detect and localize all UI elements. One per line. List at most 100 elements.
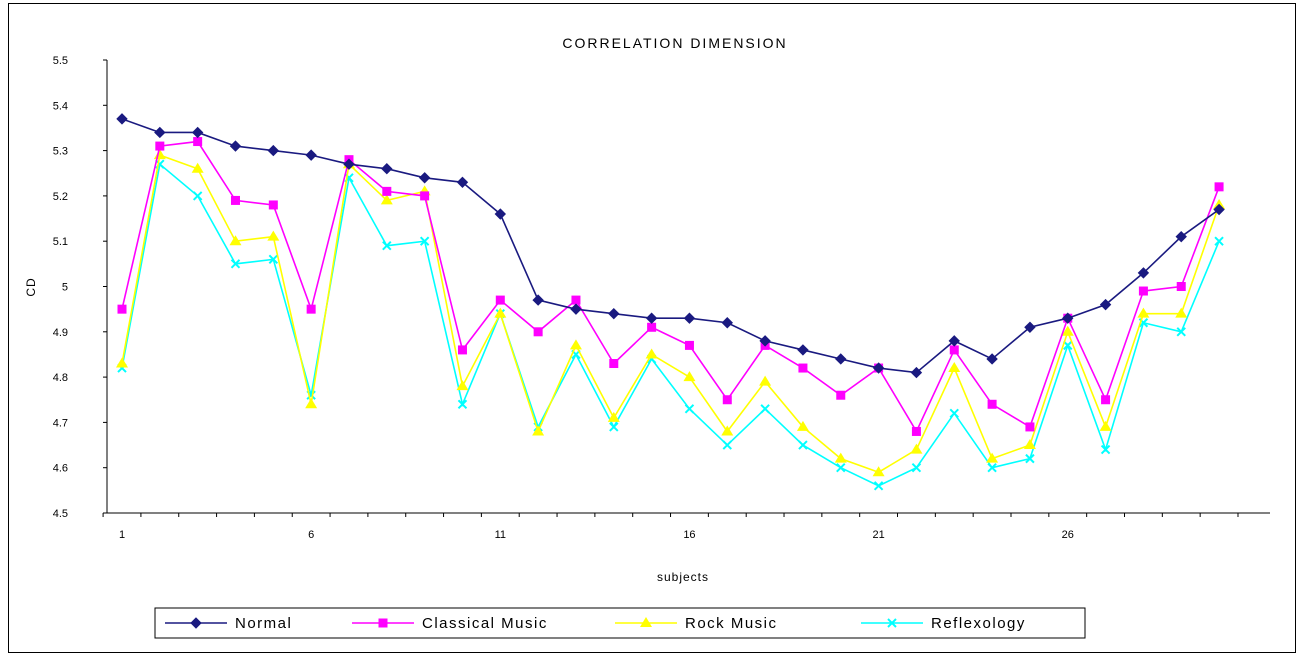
- data-point: [760, 404, 770, 414]
- data-point: [116, 113, 128, 125]
- data-point: [683, 371, 696, 382]
- data-point: [836, 462, 846, 473]
- data-point: [722, 395, 732, 405]
- data-point: [684, 404, 695, 414]
- data-point: [154, 126, 166, 139]
- data-point: [494, 307, 507, 318]
- data-point: [910, 366, 923, 379]
- y-tick-label: 4.6: [53, 463, 68, 475]
- data-point: [456, 380, 469, 391]
- data-point: [419, 236, 430, 246]
- legend-item: Reflexology: [861, 615, 1026, 632]
- legend-swatch-marker: [640, 617, 652, 627]
- data-point: [380, 194, 393, 205]
- data-point: [1214, 236, 1224, 246]
- data-point: [494, 208, 507, 220]
- axes: 4.54.64.74.84.955.15.25.35.45.51 6 11 16 21 2…: [53, 55, 1270, 541]
- data-point: [721, 317, 733, 329]
- data-point: [192, 191, 203, 201]
- data-point: [721, 425, 734, 436]
- y-tick-label: 5.2: [53, 191, 68, 203]
- data-point: [191, 126, 204, 139]
- chart-title: CORRELATION DIMENSION: [562, 35, 787, 51]
- data-point: [722, 440, 732, 450]
- data-point: [268, 254, 279, 265]
- data-point: [153, 149, 166, 160]
- data-point: [910, 443, 923, 454]
- data-point: [305, 398, 318, 409]
- y-axis-label: CD: [24, 277, 38, 296]
- data-point: [1176, 282, 1186, 291]
- data-point: [608, 307, 620, 320]
- data-point: [267, 144, 280, 157]
- series-rock-music: [116, 149, 1226, 477]
- data-point: [609, 422, 619, 432]
- data-point: [382, 186, 392, 196]
- data-point: [987, 399, 997, 409]
- legend-label: Classical Music: [422, 615, 548, 632]
- legend-label: Reflexology: [931, 615, 1026, 632]
- data-point: [759, 375, 772, 386]
- legend-item: Rock Music: [615, 615, 778, 632]
- data-point: [1175, 307, 1188, 318]
- data-point: [230, 195, 240, 205]
- x-tick-label: 11: [495, 529, 506, 541]
- series-line: [121, 162, 1220, 487]
- data-point: [193, 137, 203, 147]
- y-tick-label: 4.8: [53, 372, 68, 384]
- data-point: [532, 294, 544, 306]
- series-line: [121, 154, 1220, 474]
- data-point: [949, 408, 959, 419]
- data-point: [683, 312, 696, 324]
- data-point: [382, 241, 392, 251]
- data-point: [456, 176, 469, 189]
- data-point: [532, 425, 545, 436]
- data-point: [798, 440, 808, 450]
- data-point: [645, 348, 658, 359]
- data-point: [191, 162, 204, 173]
- data-point: [948, 362, 961, 373]
- series-reflexology: [117, 159, 1224, 491]
- data-point: [796, 420, 809, 431]
- data-point: [1099, 298, 1112, 311]
- y-tick-label: 5.1: [53, 236, 68, 248]
- data-point: [986, 353, 998, 365]
- data-point: [381, 163, 393, 175]
- series-normal: [116, 113, 1225, 379]
- data-point: [836, 390, 846, 400]
- data-point: [1061, 325, 1074, 336]
- data-point: [495, 295, 505, 305]
- data-point: [797, 344, 809, 356]
- y-tick-label: 4.5: [53, 508, 68, 520]
- data-point: [911, 426, 921, 436]
- data-point: [873, 481, 884, 491]
- data-point: [569, 339, 582, 350]
- legend-label: Rock Music: [685, 615, 778, 632]
- legend: Normal Classical Music Rock Music Reflexolo…: [154, 607, 1086, 639]
- data-point: [1025, 422, 1035, 432]
- y-tick-label: 4.9: [53, 327, 68, 339]
- data-point: [267, 230, 280, 241]
- legend-swatch-marker: [190, 617, 202, 629]
- data-point: [533, 327, 543, 337]
- data-point: [647, 322, 657, 332]
- data-point: [645, 312, 658, 324]
- legend-item: Classical Music: [352, 615, 548, 632]
- data-point: [1063, 340, 1073, 351]
- data-point: [1138, 286, 1148, 296]
- legend-item: Normal: [165, 615, 292, 632]
- data-point: [911, 462, 922, 473]
- data-point: [872, 466, 885, 477]
- y-tick-label: 5.5: [53, 55, 68, 67]
- x-tick-label: 26: [1062, 529, 1074, 541]
- data-point: [607, 411, 620, 422]
- series-classical-music: [117, 137, 1224, 436]
- data-point: [834, 452, 847, 463]
- y-tick-label: 4.7: [53, 417, 68, 429]
- y-tick-label: 5.4: [53, 100, 68, 112]
- data-point: [1099, 420, 1112, 431]
- data-point: [116, 357, 128, 368]
- x-axis-label: subjects: [657, 570, 709, 584]
- legend-label: Normal: [235, 615, 292, 632]
- y-tick-label: 5.3: [53, 146, 68, 158]
